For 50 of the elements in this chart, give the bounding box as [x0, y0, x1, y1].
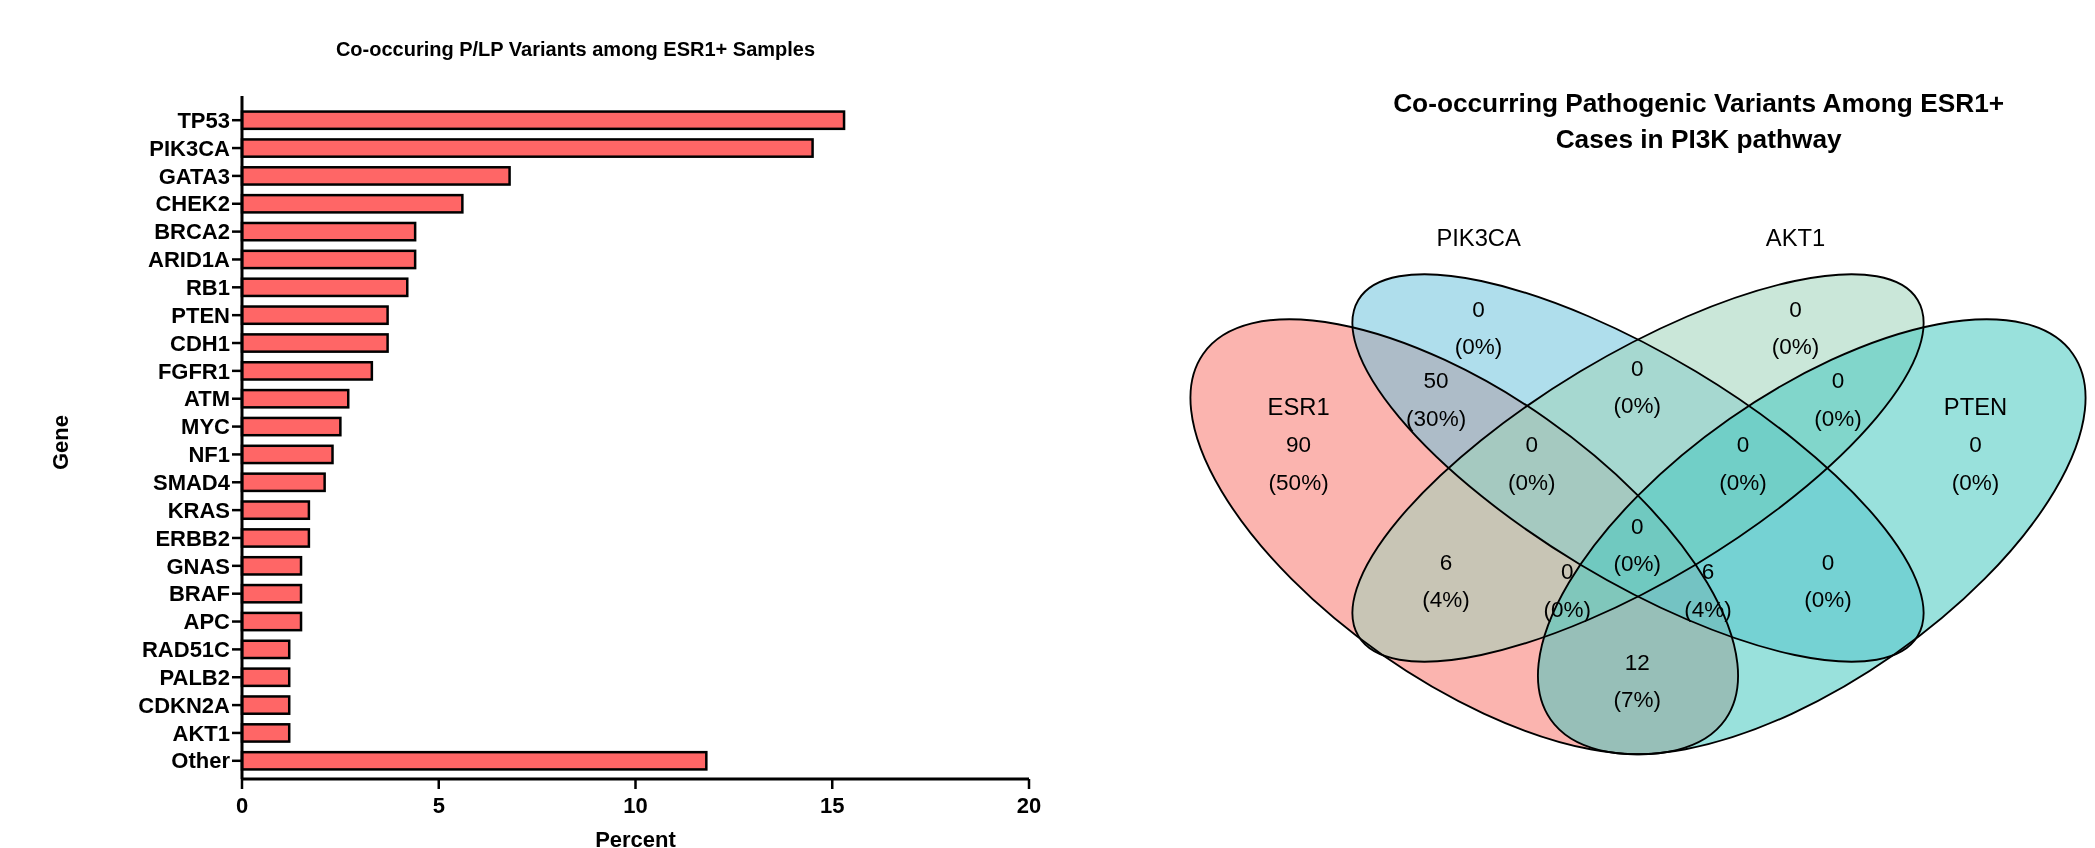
x-axis-title: Percent: [595, 827, 677, 848]
y-tick-label: ATM: [183, 386, 230, 412]
text: 0 (0%): [1613, 355, 1662, 418]
text: 0 (0%): [1804, 549, 1852, 613]
text: 0 (0%): [1454, 296, 1503, 360]
category-label: AKT1: [1765, 224, 1826, 252]
text: 50 (30%): [1406, 368, 1467, 431]
y-tick-label: BRCA2: [154, 219, 230, 245]
text: 12 (7%): [1613, 649, 1662, 713]
x-tick-label: 20: [1016, 793, 1042, 818]
y-tick-label: AKT1: [172, 720, 230, 746]
y-tick-label: RAD51C: [141, 637, 231, 663]
y-tick-label: RB1: [185, 275, 230, 301]
y-tick-label: FGFR1: [157, 358, 230, 384]
text: 0 (0%): [1719, 432, 1767, 495]
y-tick-label: CDKN2A: [138, 692, 231, 718]
x-tick-label: 15: [820, 793, 845, 818]
y-tick-label: CHEK2: [155, 191, 230, 217]
y-tick-label: CDH1: [170, 330, 230, 356]
y-tick-label: KRAS: [167, 497, 230, 523]
y-tick-label: APC: [183, 609, 231, 635]
y-tick-label: ARID1A: [148, 247, 231, 273]
text: 0 (0%): [1951, 432, 2000, 495]
x-tick-label: 5: [432, 793, 445, 818]
y-tick-label: PALB2: [159, 664, 230, 690]
text: 0 (0%): [1771, 296, 1820, 360]
category-label: PTEN: [1943, 392, 2008, 420]
text: 6 (4%): [1422, 549, 1470, 613]
y-tick-label: PTEN: [171, 302, 230, 328]
y-tick-label: GATA3: [158, 163, 230, 189]
text: 90 (50%): [1268, 432, 1329, 495]
y-tick-label: PIK3CA: [149, 135, 231, 161]
text: 0 (0%): [1613, 513, 1662, 577]
y-tick-label: SMAD4: [152, 469, 231, 495]
y-axis-title: Gene: [48, 414, 73, 471]
x-tick-label: 10: [623, 793, 648, 818]
category-label: PIK3CA: [1436, 224, 1522, 252]
y-tick-label: GNAS: [166, 553, 230, 579]
y-tick-label: ERBB2: [155, 525, 230, 551]
text: 0 (0%): [1814, 368, 1862, 431]
text: 0 (0%): [1507, 432, 1556, 495]
y-tick-label: BRAF: [168, 581, 230, 607]
chart-title: Co-occuring P/LP Variants among ESR1+ Samples: [335, 38, 816, 60]
y-tick-label: Other: [171, 748, 231, 774]
y-tick-label: MYC: [181, 414, 231, 440]
y-tick-label: NF1: [188, 442, 230, 468]
text: Co-occurring Pathogenic Variants Among ESR1+ Cases in PI3K pathway: [1393, 87, 2005, 154]
category-label: ESR1: [1267, 392, 1330, 420]
y-tick-label: TP53: [177, 107, 230, 133]
x-tick-label: 0: [235, 793, 249, 818]
